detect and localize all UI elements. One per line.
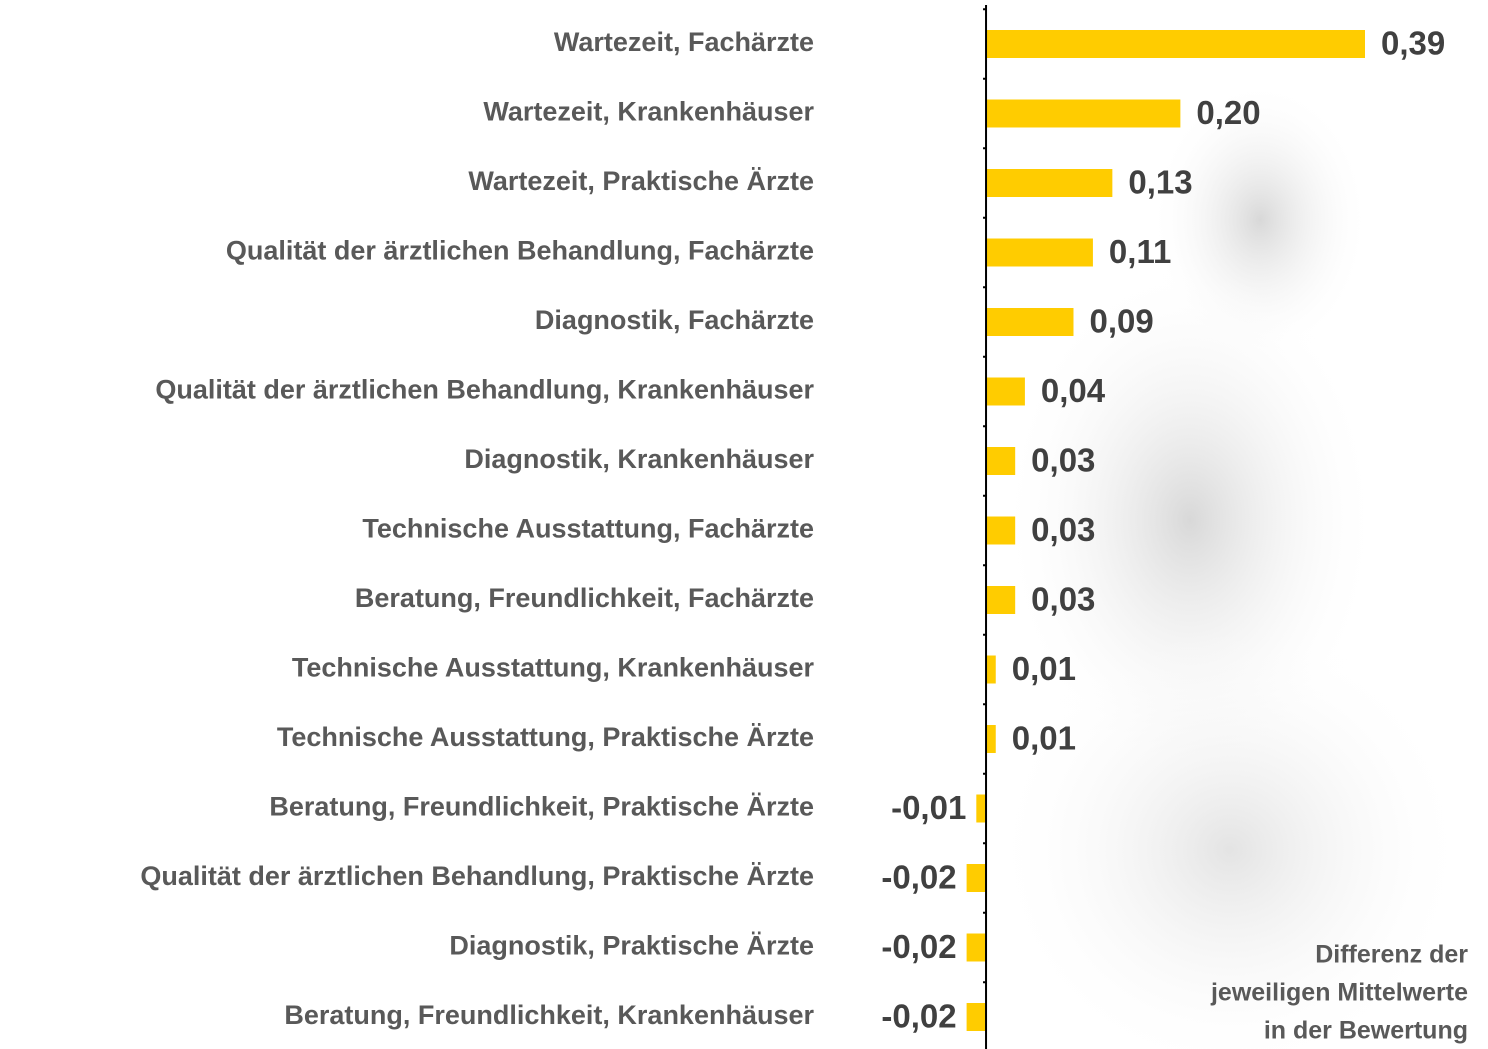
bar [967, 934, 986, 962]
value-label: 0,04 [1041, 372, 1106, 409]
value-label: 0,13 [1128, 164, 1192, 201]
bar [986, 447, 1015, 475]
bar [986, 308, 1073, 336]
annotation: in der Bewertung [1264, 1017, 1468, 1045]
value-label: 0,01 [1012, 650, 1076, 687]
value-label: -0,02 [881, 928, 956, 965]
bar [986, 169, 1112, 197]
category-label: Beratung, Freundlichkeit, Fachärzte [355, 583, 814, 613]
category-label: Technische Ausstattung, Fachärzte [362, 514, 814, 544]
bar [986, 725, 996, 753]
value-label: -0,02 [881, 859, 956, 896]
value-label: -0,02 [881, 998, 956, 1035]
category-label: Qualität der ärztlichen Behandlung, Kran… [155, 375, 814, 405]
chart: Wartezeit, Fachärzte 0,39 Wartezeit, Krank… [0, 0, 1488, 1049]
category-label: Wartezeit, Krankenhäuser [483, 97, 814, 127]
category-label: Wartezeit, Praktische Ärzte [468, 166, 814, 196]
bar [967, 1003, 986, 1031]
category-label: Qualität der ärztlichen Behandlung, Prak… [140, 861, 814, 891]
category-label: Diagnostik, Praktische Ärzte [449, 931, 814, 961]
bar [986, 656, 996, 684]
value-label: 0,09 [1089, 303, 1153, 340]
bar [976, 795, 986, 823]
bar [986, 100, 1180, 128]
annotation: jeweiligen Mittelwerte [1210, 979, 1468, 1007]
value-label: 0,03 [1031, 581, 1095, 618]
category-label: Beratung, Freundlichkeit, Praktische Ärz… [269, 792, 814, 822]
page: {"chart_data": {"type": "bar", "orientat… [0, 0, 1488, 1049]
bar [986, 30, 1365, 58]
category-label: Technische Ausstattung, Praktische Ärzte [277, 722, 814, 752]
category-label: Qualität der ärztlichen Behandlung, Fach… [226, 236, 814, 266]
category-label: Wartezeit, Fachärzte [554, 27, 814, 57]
value-label: 0,20 [1196, 94, 1260, 131]
bar [986, 378, 1025, 406]
bar [967, 864, 986, 892]
bar [986, 517, 1015, 545]
value-label: 0,39 [1381, 25, 1445, 62]
value-label: -0,01 [891, 789, 966, 826]
category-label: Diagnostik, Fachärzte [535, 305, 814, 335]
value-label: 0,03 [1031, 511, 1095, 548]
bar [986, 239, 1093, 267]
annotation: Differenz der [1315, 941, 1468, 969]
category-label: Technische Ausstattung, Krankenhäuser [292, 653, 815, 683]
value-label: 0,11 [1109, 233, 1171, 270]
category-label: Diagnostik, Krankenhäuser [464, 444, 814, 474]
value-label: 0,01 [1012, 720, 1076, 757]
value-label: 0,03 [1031, 442, 1095, 479]
category-label: Beratung, Freundlichkeit, Krankenhäuser [284, 1000, 814, 1030]
bar [986, 586, 1015, 614]
